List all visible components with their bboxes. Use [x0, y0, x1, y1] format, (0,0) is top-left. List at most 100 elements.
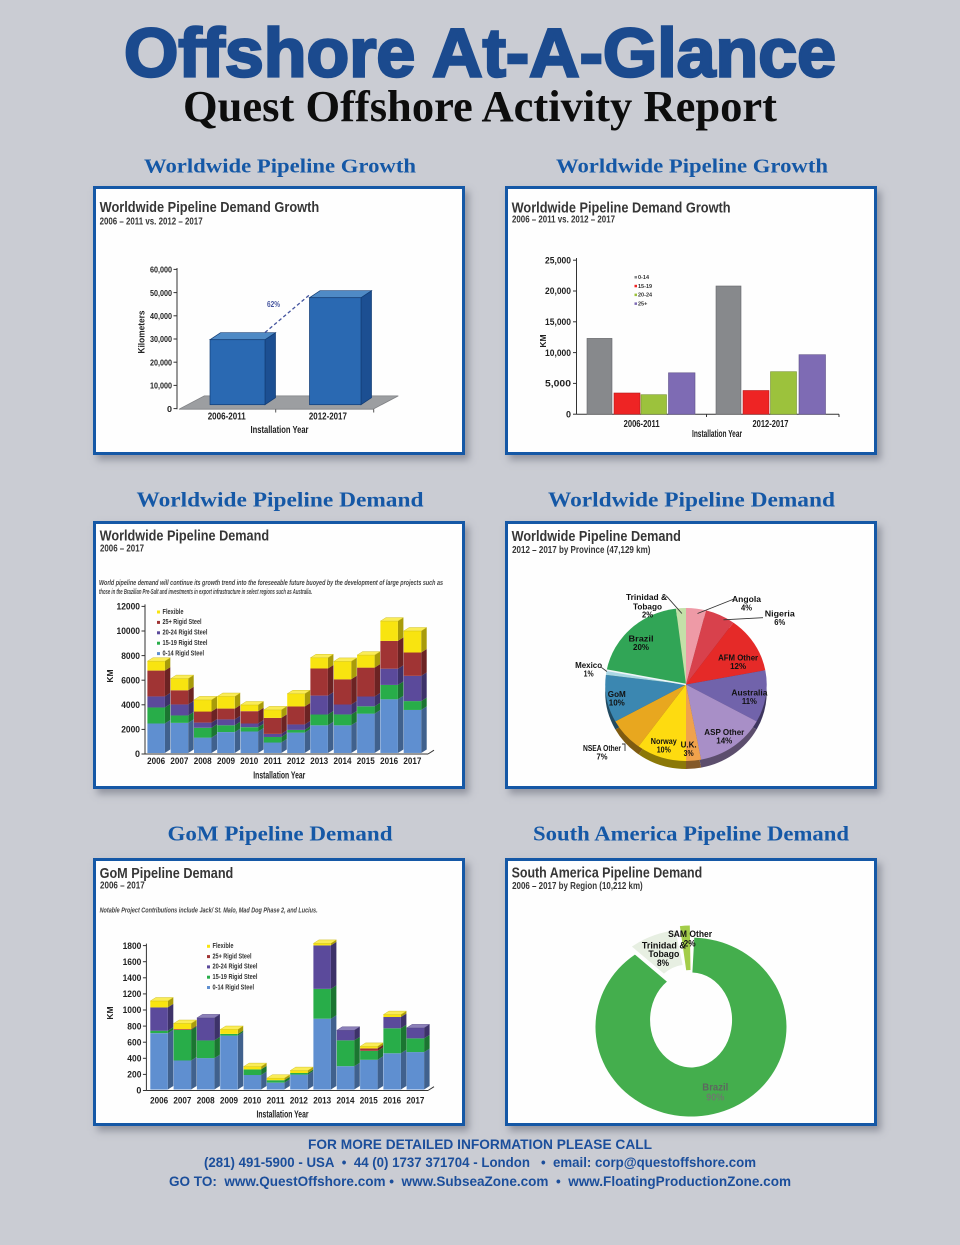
svg-text:0-14 Rigid Steel: 0-14 Rigid Steel [163, 650, 205, 657]
svg-text:2006 – 2017: 2006 – 2017 [100, 543, 144, 555]
svg-text:Worldwide Pipeline Demand: Worldwide Pipeline Demand [100, 527, 270, 544]
svg-text:11%: 11% [742, 696, 757, 706]
svg-text:1%: 1% [584, 669, 594, 679]
svg-text:Trinidad &: Trinidad & [626, 592, 667, 602]
svg-text:0-14: 0-14 [638, 275, 650, 281]
svg-text:2016: 2016 [383, 1096, 401, 1107]
svg-text:2011: 2011 [264, 756, 283, 767]
svg-text:20-24: 20-24 [638, 293, 653, 299]
svg-text:1000: 1000 [123, 1005, 142, 1015]
svg-text:Installation Year: Installation Year [257, 1110, 309, 1121]
svg-text:NSEA Other: NSEA Other [583, 743, 622, 753]
svg-text:8%: 8% [657, 958, 669, 968]
svg-text:2007: 2007 [173, 1096, 191, 1107]
svg-text:10%: 10% [609, 697, 625, 707]
svg-text:1200: 1200 [123, 989, 142, 999]
svg-text:GoM Pipeline Demand: GoM Pipeline Demand [168, 822, 393, 846]
svg-text:3%: 3% [684, 748, 694, 758]
svg-text:15,000: 15,000 [545, 317, 571, 327]
svg-text:20-24 Rigid Steel: 20-24 Rigid Steel [213, 964, 258, 971]
svg-text:200: 200 [127, 1070, 141, 1080]
svg-text:2%: 2% [642, 610, 653, 620]
svg-text:Worldwide Pipeline Demand Grow: Worldwide Pipeline Demand Growth [512, 199, 731, 216]
svg-text:GO TO: www.QuestOffshore.com: GO TO: www.QuestOffshore.com • www.Subse… [169, 1173, 791, 1189]
svg-text:7%: 7% [597, 751, 608, 761]
svg-text:60,000: 60,000 [150, 265, 172, 275]
svg-text:2006-2011: 2006-2011 [624, 419, 660, 430]
svg-text:ASP Other: ASP Other [704, 727, 745, 737]
svg-text:Installation Year: Installation Year [692, 429, 742, 440]
svg-text:6%: 6% [774, 617, 785, 627]
svg-text:5,000: 5,000 [545, 379, 571, 389]
svg-text:12000: 12000 [117, 602, 141, 612]
svg-text:0-14 Rigid Steel: 0-14 Rigid Steel [213, 984, 255, 991]
svg-text:20-24 Rigid Steel: 20-24 Rigid Steel [163, 630, 208, 637]
svg-text:Trinidad &: Trinidad & [642, 940, 686, 950]
svg-text:Brazil: Brazil [702, 1083, 728, 1094]
svg-text:Worldwide Pipeline Demand: Worldwide Pipeline Demand [512, 528, 681, 545]
svg-text:2012-2017: 2012-2017 [753, 419, 789, 430]
svg-text:2014: 2014 [337, 1096, 356, 1107]
svg-text:2%: 2% [684, 939, 696, 949]
svg-text:World pipeline demand will con: World pipeline demand will continue its … [99, 580, 443, 587]
svg-text:SAM Other: SAM Other [668, 929, 712, 939]
svg-text:Tobago: Tobago [648, 949, 679, 959]
svg-text:2017: 2017 [406, 1096, 424, 1107]
svg-text:Worldwide Pipeline Demand: Worldwide Pipeline Demand [548, 488, 835, 512]
svg-text:Angola: Angola [732, 594, 761, 604]
svg-text:2015: 2015 [360, 1096, 379, 1107]
svg-text:10,000: 10,000 [545, 348, 571, 358]
svg-text:2006 – 2011 vs. 2012 – 2017: 2006 – 2011 vs. 2012 – 2017 [100, 216, 203, 228]
svg-text:Worldwide Pipeline Demand Grow: Worldwide Pipeline Demand Growth [100, 199, 320, 216]
svg-text:2012-2017: 2012-2017 [309, 411, 347, 423]
svg-text:(281) 491-5900 - USA • 44 (0: (281) 491-5900 - USA • 44 (0) 1737 37170… [204, 1154, 756, 1170]
svg-text:600: 600 [127, 1037, 141, 1047]
svg-text:2016: 2016 [380, 756, 398, 767]
svg-text:2009: 2009 [217, 756, 235, 767]
svg-text:2011: 2011 [267, 1096, 286, 1107]
svg-text:30,000: 30,000 [150, 334, 172, 344]
svg-text:Tobago: Tobago [633, 601, 662, 611]
svg-text:25,000: 25,000 [545, 255, 571, 265]
svg-text:8000: 8000 [121, 651, 140, 661]
svg-text:800: 800 [127, 1021, 141, 1031]
svg-text:4%: 4% [741, 603, 752, 613]
svg-text:2006 – 2017 by Region (10,212: 2006 – 2017 by Region (10,212 km) [512, 880, 643, 892]
svg-text:400: 400 [127, 1054, 141, 1064]
svg-text:1800: 1800 [123, 941, 142, 951]
svg-text:10,000: 10,000 [150, 381, 172, 391]
svg-text:Flexible: Flexible [163, 609, 184, 616]
svg-text:50,000: 50,000 [150, 288, 172, 298]
svg-text:2010: 2010 [243, 1096, 261, 1107]
svg-text:Installation Year: Installation Year [253, 771, 305, 782]
svg-text:KM: KM [105, 669, 115, 682]
svg-text:Flexible: Flexible [213, 943, 234, 950]
svg-text:FOR MORE DETAILED INFORMATION: FOR MORE DETAILED INFORMATION PLEASE CAL… [308, 1136, 652, 1152]
svg-text:2000: 2000 [121, 725, 140, 735]
svg-text:25+ Rigid Steel: 25+ Rigid Steel [163, 619, 202, 626]
svg-text:2013: 2013 [310, 756, 328, 767]
svg-text:2015: 2015 [357, 756, 376, 767]
svg-text:2008: 2008 [194, 756, 212, 767]
svg-text:10%: 10% [657, 744, 671, 754]
svg-text:Notable Project Contributions: Notable Project Contributions include Ja… [100, 907, 318, 914]
svg-text:0: 0 [566, 409, 571, 419]
svg-text:Worldwide Pipeline Growth: Worldwide Pipeline Growth [556, 156, 828, 178]
svg-text:15-19 Rigid Steel: 15-19 Rigid Steel [213, 974, 258, 981]
svg-text:South America Pipeline Demand: South America Pipeline Demand [533, 822, 849, 846]
svg-text:Installation Year: Installation Year [251, 425, 309, 436]
svg-text:15-19 Rigid Steel: 15-19 Rigid Steel [163, 640, 208, 647]
svg-text:those in the Brazilian Pre-Sal: those in the Brazilian Pre-Salt and inve… [99, 589, 312, 596]
svg-text:2006 – 2011 vs. 2012 – 2017: 2006 – 2011 vs. 2012 – 2017 [512, 214, 615, 226]
svg-text:12%: 12% [730, 661, 746, 671]
svg-text:2008: 2008 [197, 1096, 215, 1107]
svg-text:2006-2011: 2006-2011 [208, 411, 246, 423]
svg-text:2006: 2006 [150, 1096, 168, 1107]
svg-text:20,000: 20,000 [150, 357, 172, 367]
svg-text:40,000: 40,000 [150, 311, 172, 321]
svg-text:2017: 2017 [403, 756, 421, 767]
svg-text:Mexico: Mexico [575, 660, 602, 670]
svg-text:2013: 2013 [313, 1096, 331, 1107]
svg-text:Brazil: Brazil [629, 634, 654, 644]
svg-text:Australia: Australia [731, 687, 767, 697]
